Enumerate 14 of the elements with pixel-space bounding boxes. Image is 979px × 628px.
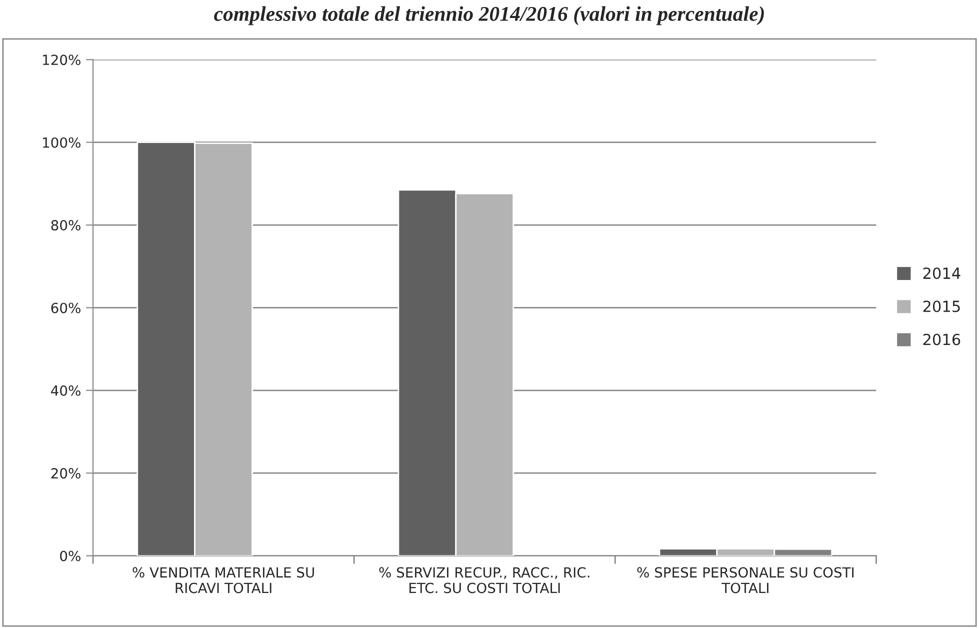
chart-title: complessivo totale del triennio 2014/2016 (valori in percentuale) <box>214 6 764 26</box>
legend-label: 2016 <box>923 334 960 346</box>
y-tick-label: 100% <box>43 137 80 148</box>
y-tick-label: 40% <box>51 385 80 396</box>
y-tick-label: 20% <box>51 468 80 479</box>
x-tick-label: % SERVIZI RECUP., RACC., RIC. ETC. SU COSTI TOTALI <box>379 567 590 594</box>
x-tick-label: % VENDITA MATERIALE SU RICAVI TOTALI <box>132 567 314 594</box>
y-tick-label: 60% <box>51 302 80 314</box>
y-tick-label: 0% <box>60 550 80 562</box>
legend-label: 2015 <box>923 300 960 312</box>
y-tick-label: 80% <box>51 220 80 231</box>
legend-label: 2014 <box>923 267 960 280</box>
y-tick-label: 120% <box>43 54 80 66</box>
x-tick-label: % SPESE PERSONALE SU COSTI TOTALI <box>637 567 854 594</box>
